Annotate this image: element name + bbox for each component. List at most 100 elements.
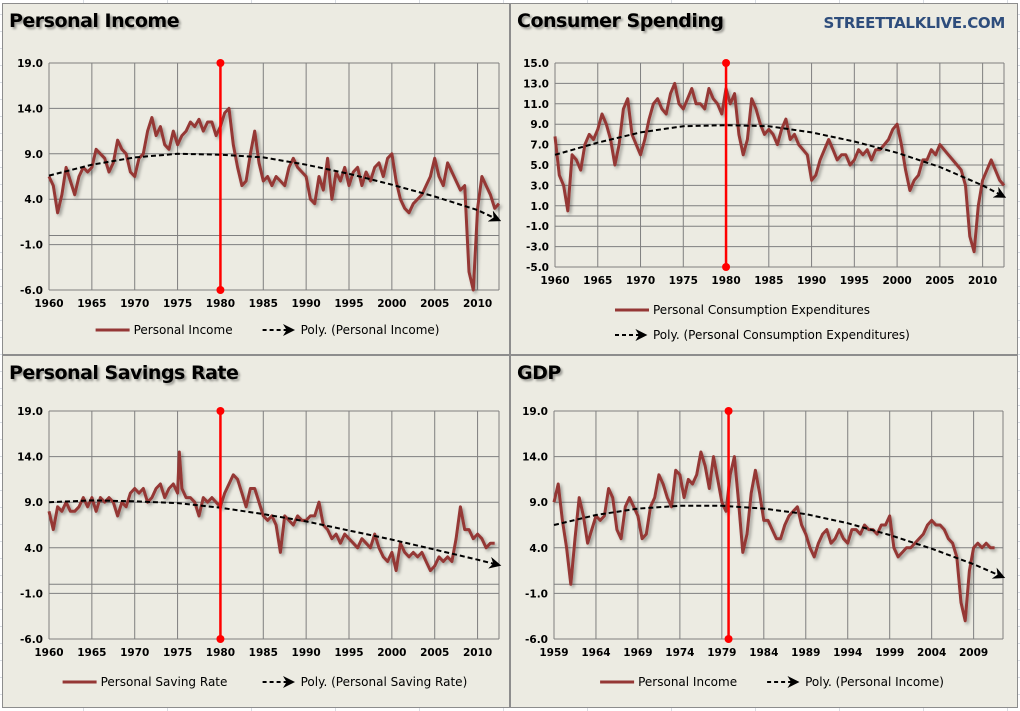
y-tick-label: 4.0 <box>24 543 43 555</box>
x-tick-label: 2000 <box>377 298 406 310</box>
x-tick-label: 2000 <box>377 647 406 659</box>
x-tick-label: 2010 <box>463 647 492 659</box>
y-tick-label: 13.0 <box>523 78 549 90</box>
y-tick-label: -5.0 <box>526 262 549 274</box>
y-tick-label: 4.0 <box>24 194 43 206</box>
x-tick-label: 2000 <box>882 275 911 287</box>
x-tick-label: 1960 <box>34 298 63 310</box>
x-tick-label: 1985 <box>754 275 783 287</box>
x-tick-label: 1964 <box>581 647 610 659</box>
legend-label: Poly. (Personal Income) <box>301 323 440 337</box>
x-tick-label: 1969 <box>623 647 652 659</box>
y-tick-label: -1.0 <box>20 240 43 252</box>
marker-bottom-dot <box>216 286 225 294</box>
trendline <box>554 124 1007 198</box>
marker-bottom-dot <box>722 263 731 271</box>
marker-top-dot <box>724 407 733 415</box>
x-tick-label: 1975 <box>669 275 698 287</box>
panel-gdp: GDP 19.0 14.0 9.0 4.0 -1.0 -6.0 1959 1964 1969 19… <box>510 355 1018 708</box>
x-tick-label: 2010 <box>463 298 492 310</box>
legend-label: Personal Consumption Expenditures <box>653 303 870 317</box>
y-tick-label: 19.0 <box>17 406 43 418</box>
brand-watermark: STREETTALKLIVE.COM <box>823 14 1006 32</box>
legend-label: Personal Income <box>134 323 233 337</box>
y-tick-label: 4.0 <box>529 543 548 555</box>
x-tick-label: 2005 <box>925 275 954 287</box>
x-tick-label: 1980 <box>206 298 235 310</box>
x-tick-label: 1960 <box>540 275 569 287</box>
x-tick-label: 1984 <box>749 647 778 659</box>
chart-title: Consumer Spending <box>517 10 724 32</box>
marker-top-dot <box>722 59 731 67</box>
y-tick-label: 9.0 <box>530 119 549 131</box>
x-tick-label: 1994 <box>833 647 862 659</box>
y-tick-label: 14.0 <box>17 452 43 464</box>
y-tick-label: -1.0 <box>526 221 549 233</box>
x-tick-label: 1990 <box>292 647 321 659</box>
y-tick-label: -6.0 <box>525 634 548 646</box>
series-line <box>47 106 501 292</box>
y-tick-label: -3.0 <box>526 242 549 254</box>
legend-label: Poly. (Personal Income) <box>805 675 944 689</box>
y-tick-label: 3.0 <box>530 180 549 192</box>
y-tick-label: 11.0 <box>523 99 549 111</box>
x-tick-label: 1980 <box>711 275 740 287</box>
chart-title: Personal Income <box>9 10 180 32</box>
x-tick-label: 1985 <box>249 298 278 310</box>
x-tick-label: 1975 <box>163 298 192 310</box>
marker-top-dot <box>216 407 225 415</box>
y-tick-label: 7.0 <box>530 140 549 152</box>
y-tick-label: 9.0 <box>24 497 43 509</box>
chart-consumer-spending: 15.013.011.09.07.05.03.01.0-1.0-3.0-5.01… <box>523 58 1007 342</box>
y-tick-label: 5.0 <box>530 160 549 172</box>
x-tick-label: 2004 <box>917 647 946 659</box>
y-tick-label: 15.0 <box>523 58 549 70</box>
x-tick-label: 2010 <box>968 275 997 287</box>
legend: Personal Saving Rate Poly. (Personal Savi… <box>62 675 468 689</box>
legend: Personal Income Poly. (Personal Income) <box>95 323 440 337</box>
trendline <box>48 499 502 569</box>
y-tick-label: -6.0 <box>20 634 43 646</box>
y-tick-label: 9.0 <box>529 497 548 509</box>
legend: Personal Income Poly. (Personal Income) <box>600 675 944 689</box>
legend-label: Poly. (Personal Consumption Expenditures… <box>653 328 910 342</box>
chart-title: GDP <box>517 362 561 384</box>
marker-top-dot <box>216 59 225 67</box>
x-tick-label: 1995 <box>334 298 363 310</box>
x-tick-label: 1989 <box>791 647 820 659</box>
legend-label: Poly. (Personal Saving Rate) <box>301 675 468 689</box>
y-tick-label: 14.0 <box>17 103 43 115</box>
marker-bottom-dot <box>724 635 733 643</box>
y-tick-label: -1.0 <box>20 588 43 600</box>
x-tick-label: 1995 <box>840 275 869 287</box>
legend-label: Personal Saving Rate <box>101 675 228 689</box>
x-tick-label: 1999 <box>875 647 904 659</box>
x-tick-label: 1970 <box>120 298 149 310</box>
x-tick-label: 1970 <box>120 647 149 659</box>
x-tick-label: 1965 <box>77 647 106 659</box>
y-tick-label: 19.0 <box>17 58 43 70</box>
series-line <box>553 81 1006 254</box>
panel-personal-income: Personal Income 19.0 14.0 9.0 4.0 -1.0 -6.0 19… <box>2 3 510 355</box>
x-tick-label: 1975 <box>163 647 192 659</box>
chart-title: Personal Savings Rate <box>9 362 239 384</box>
trendline <box>553 504 1006 579</box>
y-tick-label: 19.0 <box>522 406 548 418</box>
x-tick-label: 2005 <box>420 647 449 659</box>
x-tick-label: 1974 <box>665 647 694 659</box>
series-line <box>47 450 495 573</box>
y-tick-label: 1.0 <box>530 201 549 213</box>
x-tick-label: 1959 <box>539 647 568 659</box>
y-tick-label: 14.0 <box>522 452 548 464</box>
x-tick-label: 1965 <box>583 275 612 287</box>
legend-label: Personal Income <box>638 675 737 689</box>
y-tick-label: 9.0 <box>24 149 43 161</box>
y-tick-label: -1.0 <box>525 588 548 600</box>
marker-bottom-dot <box>216 635 225 643</box>
x-tick-label: 1970 <box>626 275 655 287</box>
trendline <box>48 152 502 222</box>
panel-personal-savings-rate: Personal Savings Rate 19.0 14.0 9.0 4.0 -1.0… <box>2 355 510 708</box>
